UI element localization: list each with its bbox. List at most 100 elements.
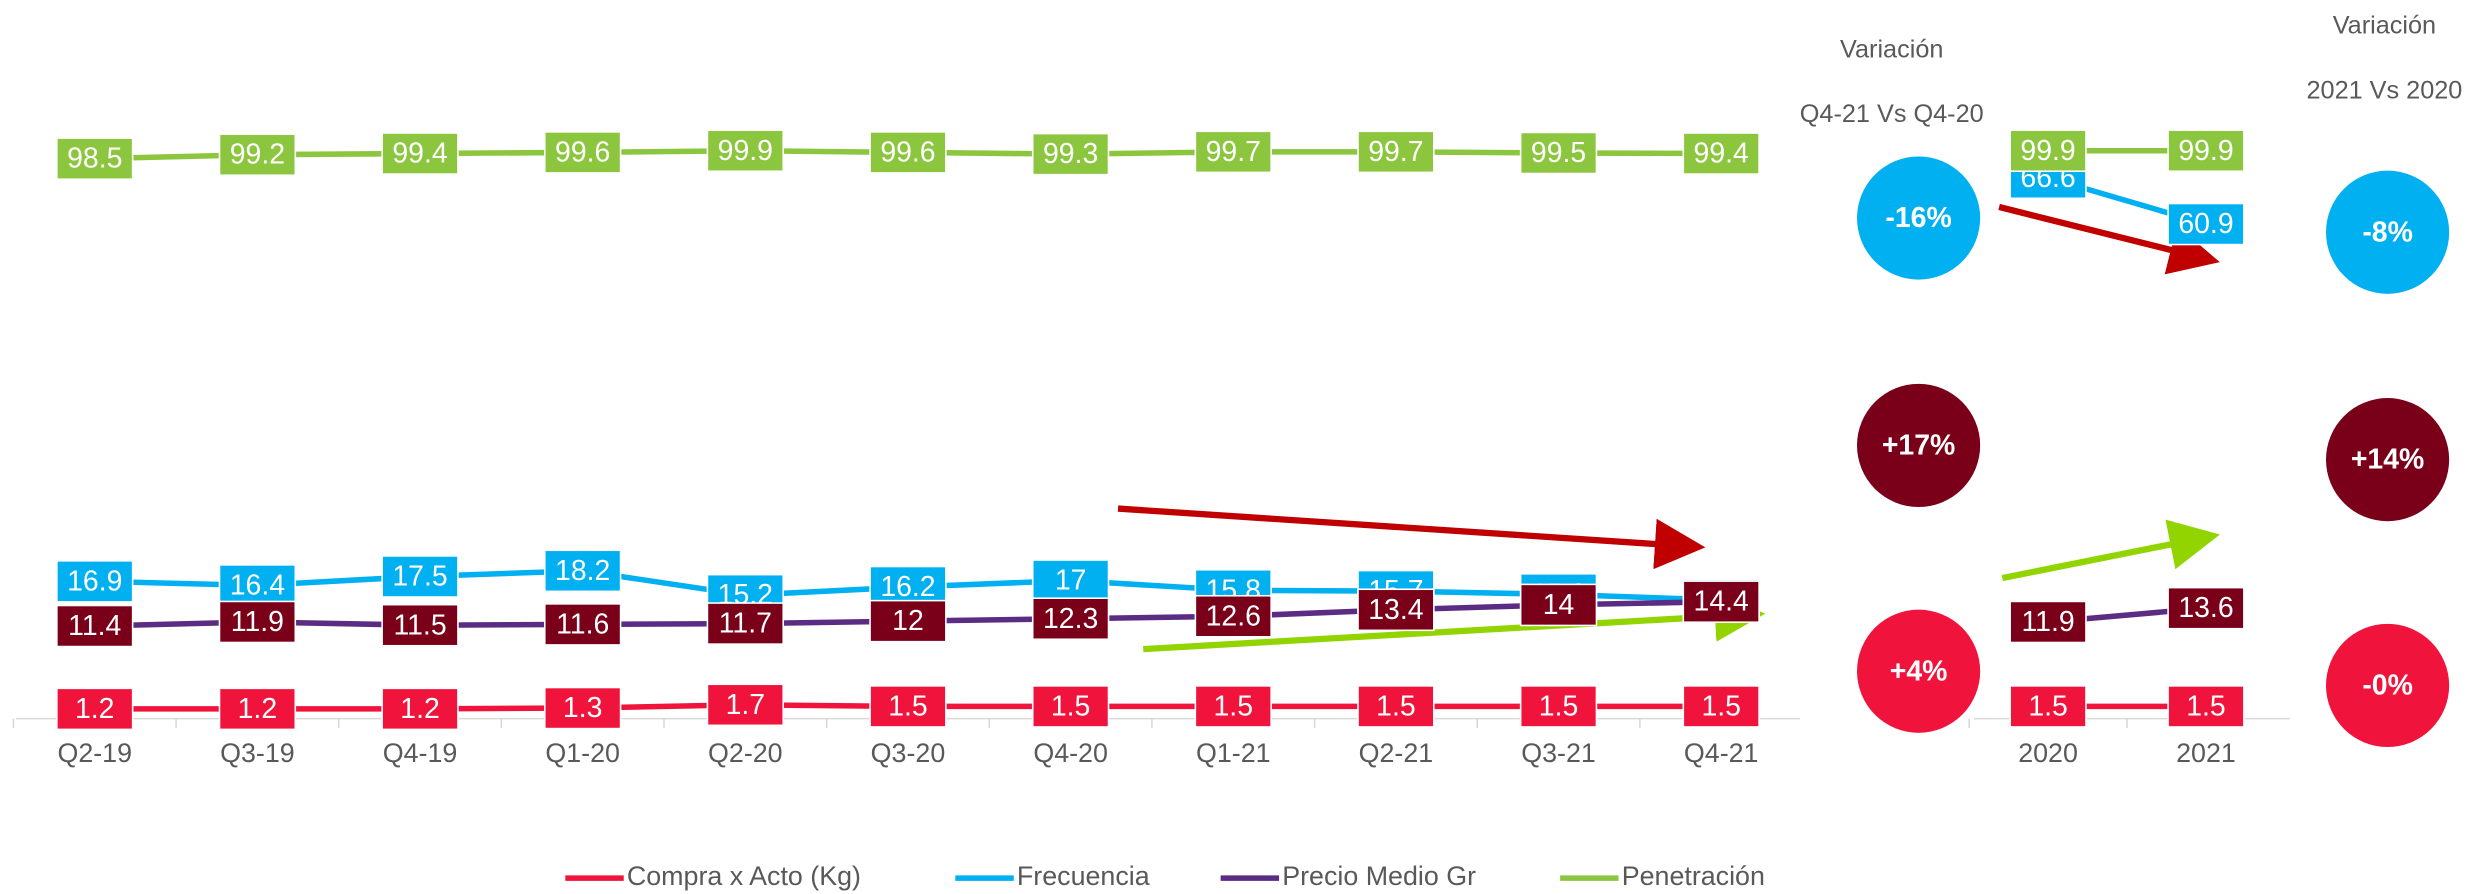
x-tick-label: Q4-20 xyxy=(1033,738,1108,768)
x-tick-label: 2021 xyxy=(2176,738,2236,768)
data-label-box xyxy=(1357,685,1435,728)
data-label: 99.6 xyxy=(880,136,935,168)
data-label-box xyxy=(2167,202,2245,246)
x-tick-label: Q3-19 xyxy=(220,738,295,768)
legend-label: Precio Medio Gr xyxy=(1282,861,1476,891)
trend-arrow xyxy=(1117,505,1706,570)
data-label-box xyxy=(218,600,297,644)
x-tick-label: Q2-20 xyxy=(708,738,783,768)
data-label-box xyxy=(2167,129,2245,173)
data-label-box xyxy=(56,687,134,731)
data-label: 16.4 xyxy=(230,569,285,601)
data-label: 14 xyxy=(1543,589,1575,621)
data-label: 1.5 xyxy=(2186,690,2226,722)
data-label: 18.2 xyxy=(555,555,610,587)
data-label-box xyxy=(2009,129,2087,173)
variation-circle xyxy=(2325,398,2450,522)
data-label-box xyxy=(869,599,947,643)
data-label: 99.4 xyxy=(392,138,447,170)
data-label-box xyxy=(56,137,134,180)
x-tick-label: Q3-20 xyxy=(871,738,946,768)
data-label-box xyxy=(1194,130,1272,174)
variation-circle xyxy=(1857,156,1981,280)
data-label-box xyxy=(1194,685,1272,728)
variation-label: -16% xyxy=(1885,202,1951,234)
data-label-box xyxy=(1682,685,1760,728)
data-label: 1.2 xyxy=(238,693,278,725)
data-label: 1.3 xyxy=(563,692,603,724)
x-tick-label: 2020 xyxy=(2018,738,2078,768)
data-label: 1.7 xyxy=(726,689,766,721)
data-label-box xyxy=(1519,131,1598,175)
data-label-box xyxy=(56,604,134,648)
variation-label: -8% xyxy=(2362,216,2413,248)
data-label-box xyxy=(543,686,622,730)
data-label: 60.9 xyxy=(2178,208,2233,240)
data-label: 99.6 xyxy=(555,136,610,168)
variation-title: Variación xyxy=(1840,35,1943,63)
legend-label: Penetración xyxy=(1622,861,1765,891)
data-label-box xyxy=(2167,586,2245,630)
data-label: 14.4 xyxy=(1694,586,1749,618)
data-label-box xyxy=(869,131,947,174)
x-tick-label: Q3-21 xyxy=(1521,738,1596,768)
data-label-box xyxy=(2009,685,2087,728)
data-label: 1.5 xyxy=(1701,690,1741,722)
variation-label: -0% xyxy=(2362,670,2413,702)
trend-arrow xyxy=(2001,519,2220,582)
data-label: 13.6 xyxy=(2178,592,2233,624)
data-label-box xyxy=(2167,685,2245,728)
data-label: 11.6 xyxy=(556,608,609,640)
data-label-box xyxy=(706,683,785,727)
data-label: 11.7 xyxy=(719,608,772,640)
data-label-box xyxy=(1357,130,1435,174)
variation-circle xyxy=(1857,383,1981,508)
variation-subtitle: Q4-21 Vs Q4-20 xyxy=(1800,100,1984,128)
x-tick-label: Q2-21 xyxy=(1359,738,1434,768)
legend-label: Compra x Acto (Kg) xyxy=(627,861,861,891)
data-label-box xyxy=(1031,685,1110,728)
data-label-box xyxy=(1519,583,1598,627)
data-label-box xyxy=(1031,559,1110,602)
data-label: 1.2 xyxy=(400,693,439,725)
variation-label: +14% xyxy=(2351,444,2424,476)
trend-arrow xyxy=(1143,591,1766,653)
data-label: 12 xyxy=(892,605,924,637)
data-label-box xyxy=(706,602,785,645)
variation-label: +17% xyxy=(1882,430,1955,462)
data-label: 16.9 xyxy=(67,565,122,597)
data-label: 12.3 xyxy=(1043,603,1098,635)
variation-label: +4% xyxy=(1890,655,1948,687)
data-label: 99.9 xyxy=(2020,135,2075,167)
data-label-box xyxy=(869,685,947,728)
data-label-box xyxy=(218,133,297,176)
data-label: 1.5 xyxy=(2028,690,2067,722)
x-tick-label: Q2-19 xyxy=(57,738,132,768)
data-label: 99.2 xyxy=(230,139,285,171)
data-label: 1.5 xyxy=(1376,690,1415,722)
data-label: 99.4 xyxy=(1694,138,1749,170)
data-label: 1.5 xyxy=(888,690,928,722)
data-label: 11.4 xyxy=(68,610,121,642)
data-label: 99.3 xyxy=(1043,138,1098,170)
data-label: 17 xyxy=(1055,565,1087,597)
x-tick-label: Q4-19 xyxy=(383,738,458,768)
data-label-box xyxy=(1357,588,1435,632)
data-label-box xyxy=(218,687,297,731)
data-label-box xyxy=(543,549,622,593)
data-label: 1.5 xyxy=(1214,690,1254,722)
data-label: 11.5 xyxy=(393,609,446,641)
data-label: 11.9 xyxy=(231,606,284,638)
data-label-box xyxy=(218,564,297,607)
data-label-box xyxy=(1194,594,1272,638)
data-label: 1.2 xyxy=(75,693,115,725)
data-label-box xyxy=(56,560,134,603)
data-label-box xyxy=(1031,597,1110,641)
variation-subtitle: 2021 Vs 2020 xyxy=(2306,76,2462,104)
data-label-box xyxy=(706,129,785,173)
data-label: 98.5 xyxy=(67,143,122,175)
data-label: 99.7 xyxy=(1368,136,1423,168)
trend-arrow xyxy=(1998,203,2220,275)
x-tick-label: Q4-21 xyxy=(1684,738,1759,768)
data-label-box xyxy=(381,555,459,598)
